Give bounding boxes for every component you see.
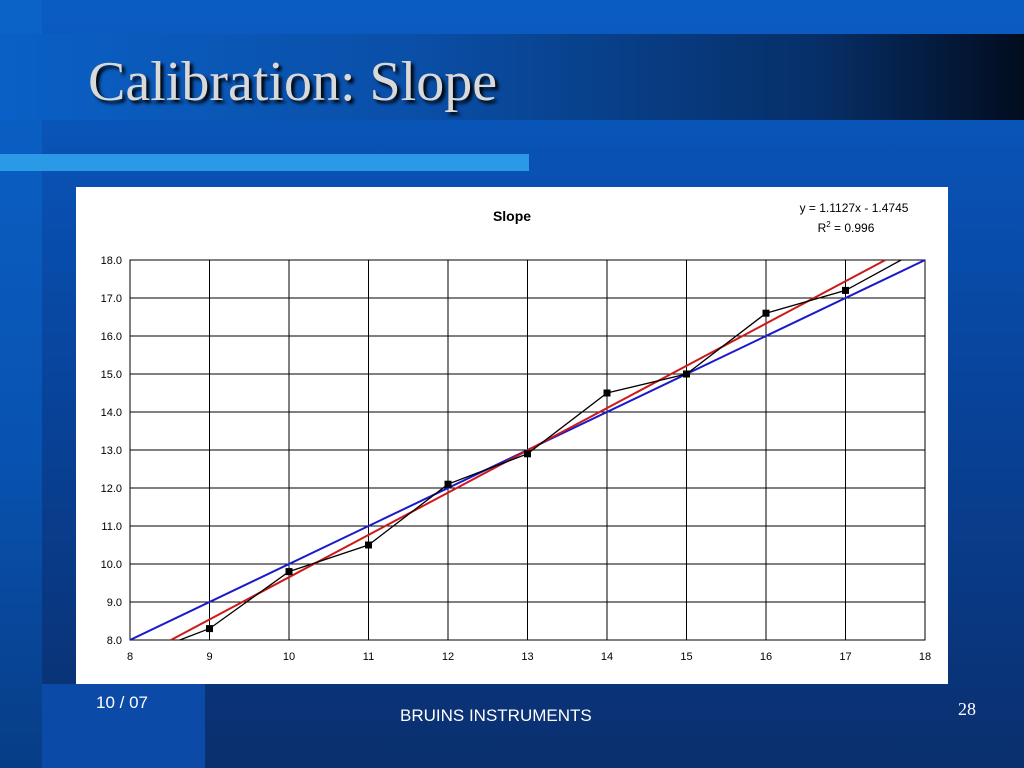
chart-panel: Slope y = 1.1127x - 1.4745 R2 = 0.996 8 9…	[76, 187, 948, 684]
data-point-marker	[762, 309, 770, 317]
y-tick-label: 9.0	[107, 597, 122, 609]
data-point-marker	[206, 625, 213, 633]
data-point-marker	[603, 389, 611, 397]
x-tick-label: 10	[283, 651, 295, 663]
x-tick-label: 15	[680, 651, 692, 663]
trendline	[170, 259, 886, 641]
x-tick-label: 12	[442, 651, 454, 663]
r-squared-label: R2 = 0.996	[818, 220, 875, 235]
title-underline-bar	[0, 154, 529, 171]
left-accent-column	[0, 0, 42, 768]
x-tick-label: 13	[521, 651, 533, 663]
data-series-line	[177, 260, 902, 640]
data-point-marker	[524, 450, 531, 458]
axis-tick-labels: 8 9 10 11 12 13 14 15 16 17 18 8.0 9.0 10.0 11.0 12.0 13…	[101, 255, 932, 663]
y-tick-label: 15.0	[101, 369, 122, 381]
title-band	[0, 34, 1024, 120]
data-point-marker	[842, 286, 849, 294]
footer-accent-block	[42, 684, 205, 768]
chart-series	[129, 259, 926, 641]
x-tick-label: 11	[363, 651, 374, 663]
footer-company: BRUINS INSTRUMENTS	[400, 706, 592, 725]
y-tick-label: 14.0	[101, 407, 122, 419]
x-tick-label: 8	[127, 651, 133, 663]
r-squared-value: = 0.996	[831, 221, 875, 235]
x-tick-label: 14	[601, 651, 613, 663]
footer-date: 10 / 07	[96, 693, 148, 712]
x-tick-label: 16	[760, 651, 772, 663]
y-tick-label: 10.0	[101, 559, 122, 571]
y-tick-label: 11.0	[101, 521, 122, 533]
slide-title: Calibration: Slope	[88, 51, 498, 113]
y-tick-label: 12.0	[101, 483, 122, 495]
y-tick-label: 13.0	[101, 445, 122, 457]
data-point-marker	[365, 541, 372, 549]
x-tick-label: 9	[206, 651, 212, 663]
data-point-marker	[285, 568, 293, 576]
x-tick-label: 17	[839, 651, 851, 663]
y-tick-label: 16.0	[101, 331, 122, 343]
trendline-equation: y = 1.1127x - 1.4745	[800, 201, 909, 215]
r-squared-superscript: 2	[826, 220, 831, 229]
chart-title: Slope	[493, 208, 531, 224]
y-tick-label: 17.0	[101, 293, 122, 305]
data-point-marker	[683, 370, 690, 378]
grid-lines	[129, 259, 926, 641]
y-tick-label: 8.0	[107, 635, 122, 647]
r-squared-r: R	[818, 221, 827, 235]
page-number: 28	[958, 699, 976, 719]
y-tick-label: 18.0	[101, 255, 122, 267]
data-point-marker	[444, 480, 452, 488]
slope-chart: Slope y = 1.1127x - 1.4745 R2 = 0.996 8 9…	[101, 201, 932, 663]
x-tick-label: 18	[919, 651, 931, 663]
